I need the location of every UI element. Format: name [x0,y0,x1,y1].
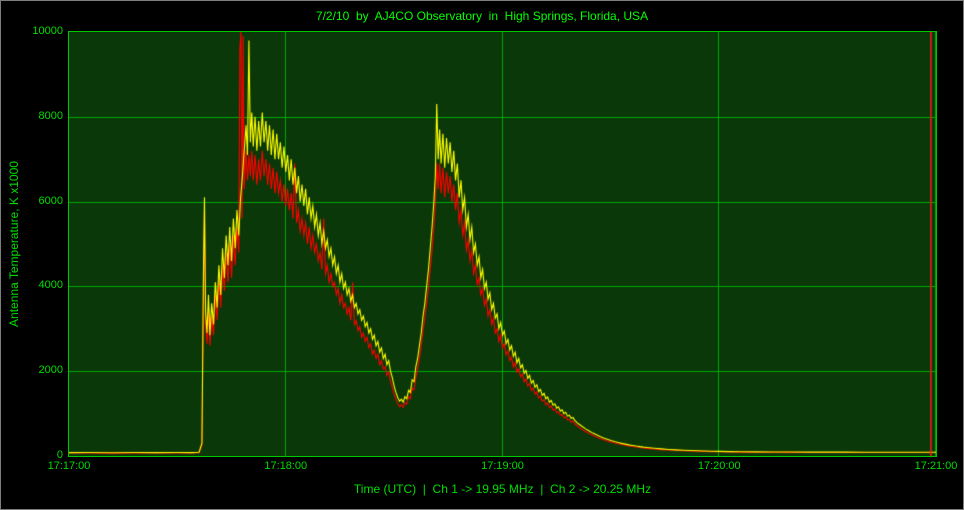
y-tick-label: 6000 [38,194,63,207]
x-tick-label: 17:20:00 [697,460,741,472]
x-axis-title: Time (UTC) | Ch 1 -> 19.95 MHz | Ch 2 ->… [353,482,652,496]
plot-area [68,31,937,457]
y-axis-title: Antenna Temperature, K x1000 [7,161,21,327]
y-tick-label: 0 [56,449,63,461]
y-tick-label: 8000 [38,109,63,122]
x-tick-label: 17:17:00 [47,460,91,472]
y-tick-label: 2000 [38,364,63,377]
x-tick-label: 17:18:00 [264,460,308,472]
y-tick-label: 4000 [38,279,63,292]
chart-title: 7/2/10 by AJ4CO Observatory in High Spri… [315,9,649,23]
y-tick-label: 10000 [32,25,63,37]
x-tick-label: 17:21:00 [914,460,958,472]
x-tick-label: 17:19:00 [481,460,524,472]
strip-chart-canvas[interactable] [69,32,936,456]
